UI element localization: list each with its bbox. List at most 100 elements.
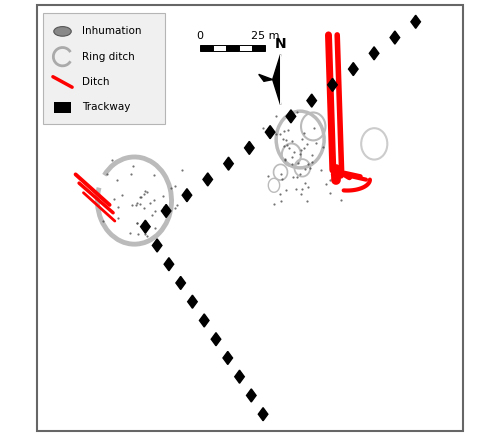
Point	[290, 173, 298, 180]
Text: Ring ditch: Ring ditch	[82, 52, 135, 61]
Polygon shape	[272, 54, 280, 105]
Point	[294, 160, 302, 167]
Text: 25 m: 25 m	[251, 31, 280, 41]
Point	[144, 233, 152, 240]
Point	[280, 127, 287, 134]
Point	[277, 170, 285, 177]
Point	[133, 220, 141, 227]
Point	[276, 190, 283, 197]
Point	[304, 198, 312, 204]
Point	[320, 143, 328, 150]
Point	[160, 203, 168, 210]
Point	[134, 200, 141, 207]
Polygon shape	[162, 204, 171, 218]
Point	[270, 200, 278, 207]
Polygon shape	[348, 62, 358, 75]
Text: 0: 0	[196, 31, 203, 41]
Point	[296, 170, 304, 177]
Point	[172, 183, 179, 190]
Bar	[239, 45, 252, 51]
Point	[150, 196, 158, 203]
Point	[326, 176, 334, 183]
Polygon shape	[211, 333, 221, 346]
Point	[133, 220, 141, 227]
Polygon shape	[286, 110, 296, 123]
Point	[292, 185, 300, 192]
Text: Trackway: Trackway	[82, 102, 130, 112]
Point	[278, 136, 286, 143]
Point	[260, 125, 268, 132]
Point	[134, 231, 142, 238]
Point	[308, 151, 316, 158]
Polygon shape	[280, 54, 288, 105]
Polygon shape	[188, 295, 197, 308]
Point	[140, 191, 148, 198]
Point	[264, 173, 272, 180]
Polygon shape	[266, 126, 275, 139]
Point	[118, 192, 126, 199]
Point	[152, 208, 160, 215]
Polygon shape	[307, 94, 316, 107]
Point	[127, 170, 135, 177]
Point	[150, 224, 158, 231]
Point	[136, 201, 144, 208]
Point	[278, 176, 285, 183]
Polygon shape	[258, 74, 272, 81]
Point	[159, 193, 167, 200]
Point	[282, 186, 290, 193]
Text: Inhumation: Inhumation	[82, 27, 142, 36]
Polygon shape	[182, 189, 192, 202]
Point	[300, 130, 308, 137]
Polygon shape	[203, 173, 212, 186]
Point	[310, 124, 318, 131]
Point	[297, 146, 305, 153]
Bar	[54, 102, 71, 113]
Polygon shape	[370, 47, 379, 60]
Point	[288, 137, 296, 144]
Point	[304, 160, 312, 167]
Point	[267, 126, 275, 133]
Polygon shape	[140, 220, 150, 233]
Polygon shape	[223, 351, 232, 364]
Point	[298, 135, 306, 142]
Point	[308, 158, 316, 165]
Polygon shape	[328, 78, 338, 92]
Text: Ditch: Ditch	[82, 77, 110, 87]
Point	[110, 196, 118, 203]
Bar	[252, 45, 266, 51]
Point	[284, 142, 292, 149]
Point	[288, 153, 296, 160]
FancyBboxPatch shape	[43, 13, 165, 124]
Point	[178, 167, 186, 174]
Polygon shape	[288, 75, 299, 81]
Point	[301, 166, 309, 173]
Point	[280, 142, 288, 149]
Polygon shape	[200, 314, 209, 327]
Point	[304, 183, 312, 190]
Point	[136, 193, 143, 200]
Point	[114, 214, 122, 221]
Point	[168, 184, 175, 191]
Point	[302, 179, 310, 186]
Point	[322, 181, 330, 187]
Point	[296, 151, 304, 158]
Point	[298, 186, 306, 193]
Point	[276, 198, 284, 205]
Point	[108, 157, 116, 164]
Point	[306, 165, 314, 172]
Point	[272, 130, 280, 137]
Point	[112, 176, 120, 183]
Point	[114, 204, 122, 211]
Point	[286, 144, 294, 151]
Point	[126, 229, 134, 236]
Point	[312, 140, 320, 146]
Polygon shape	[152, 239, 162, 252]
Polygon shape	[176, 276, 186, 290]
Point	[294, 173, 302, 180]
Point	[140, 231, 148, 238]
Text: N: N	[274, 37, 286, 51]
Point	[303, 140, 311, 147]
Polygon shape	[244, 141, 254, 154]
Point	[284, 127, 292, 134]
Point	[290, 149, 298, 156]
